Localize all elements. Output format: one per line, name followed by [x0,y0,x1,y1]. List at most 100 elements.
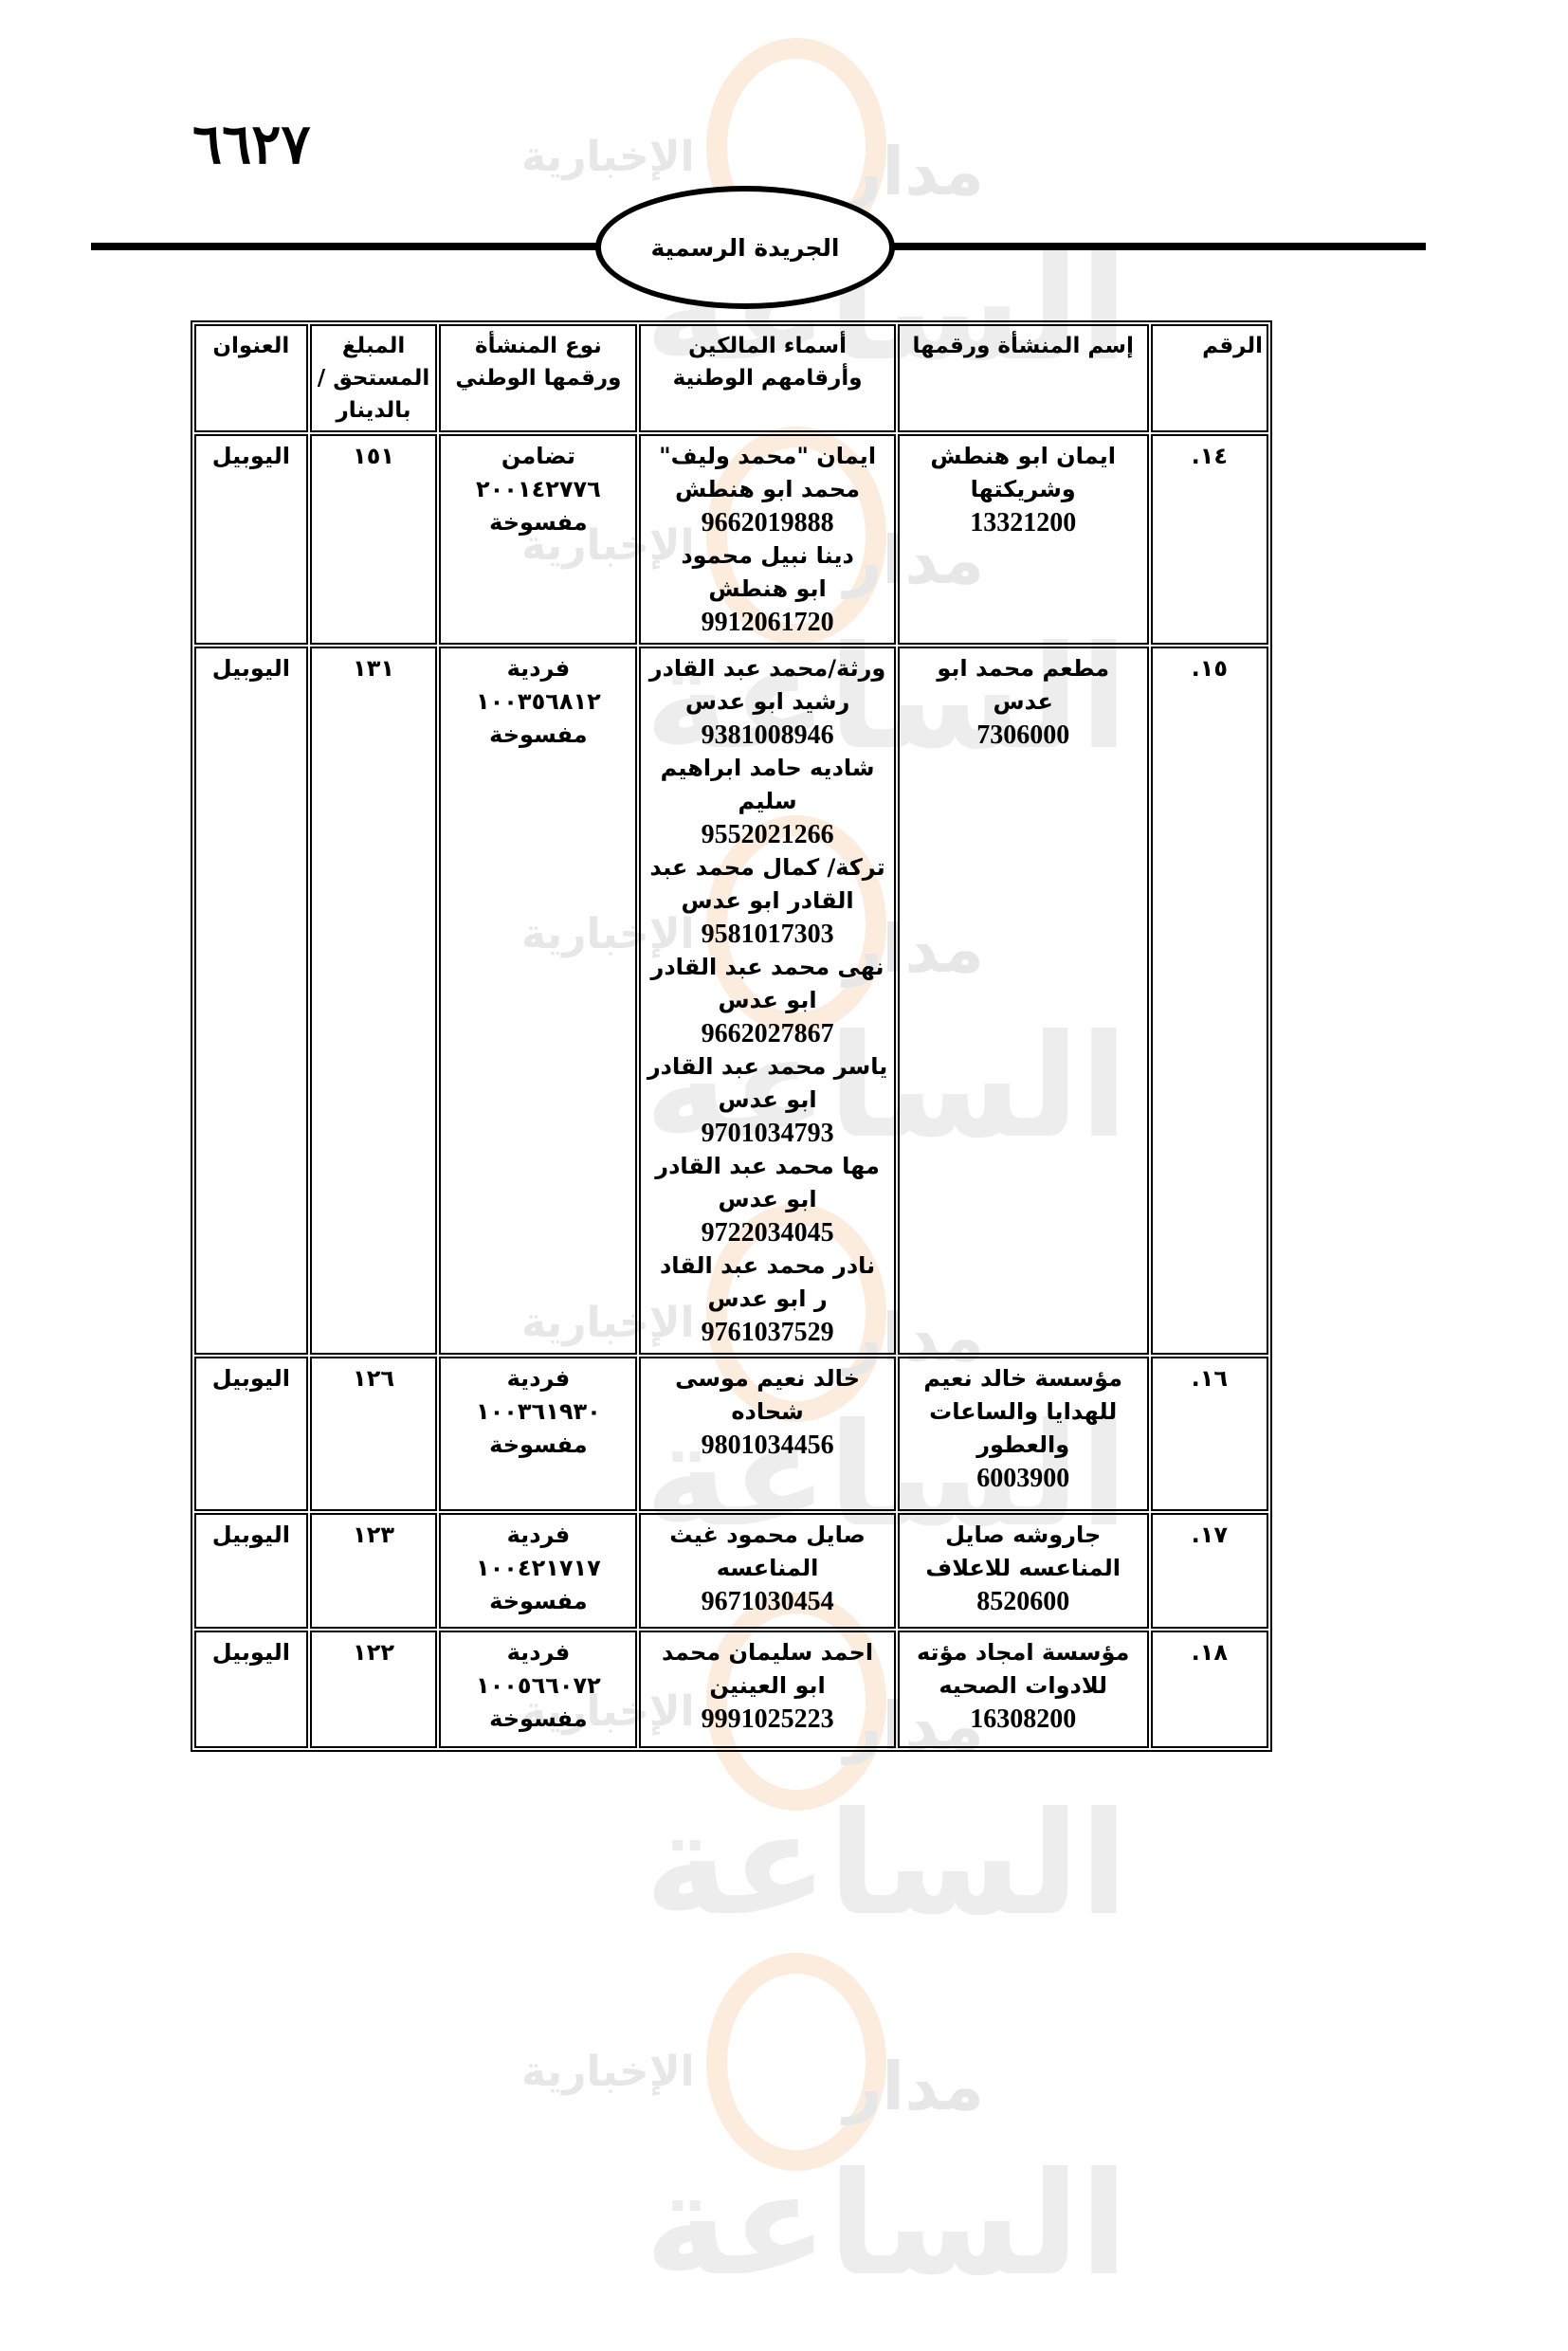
owners: صايل محمود غيث المناعسه 9671030454 [639,1513,896,1629]
owners-line: 9381008946 [701,720,834,750]
owners-line: ابو عدس [718,1186,817,1212]
table-row: ١٨. مؤسسة امجاد مؤته للادوات الصحيه 1630820… [194,1631,1268,1748]
establishment-type-line: مفسوخة [489,1705,588,1732]
establishment-name-line: المناعسه للاعلاف [925,1555,1121,1581]
establishment-type-line: تضامن [501,443,575,469]
owners-line: ياسر محمد عبد القادر [647,1053,888,1080]
header-owners: أسماء المالكين وأرقامهم الوطنية [639,324,896,432]
establishment-type-line: ٢٠٠١٤٢٧٧٦ [475,476,601,502]
establishment-type: فردية ١٠٠٤٢١٧١٧ مفسوخة [439,1513,638,1629]
owners-line: ابو العينين [709,1672,826,1699]
owners-line: 9581017303 [701,920,834,949]
establishment-type-line: فردية [506,655,571,682]
owners-line: 9671030454 [701,1587,834,1616]
row-number: ١٤. [1150,434,1268,645]
establishment-name-line: مطعم محمد ابو عدس [937,655,1110,715]
establishment-name: ايمان ابو هنطش وشريكتها 13321200 [897,434,1149,645]
owners: ورثة/محمد عبد القادر رشيد ابو عدس 93810089… [639,647,896,1355]
establishment-name: جاروشه صايل المناعسه للاعلاف 8520600 [897,1513,1149,1629]
owners-line: ورثة/محمد عبد القادر [648,655,886,682]
establishment-name-line: 6003900 [976,1464,1070,1493]
establishment-name-line: ايمان ابو هنطش [930,443,1116,469]
establishment-name: مؤسسة امجاد مؤته للادوات الصحيه 16308200 [897,1631,1149,1748]
watermark: الإخبارية مدار الساعة [521,1953,1128,2351]
address: اليوبيل [194,1513,308,1629]
header-name: إسم المنشأة ورقمها [897,324,1149,432]
establishment-name-line: مؤسسة امجاد مؤته [917,1639,1130,1666]
owners-line: 9912061720 [701,608,834,637]
establishment-type: فردية ١٠٠٣٥٦٨١٢ مفسوخة [439,647,638,1355]
establishment-name-line: للهدايا والساعات [929,1398,1118,1425]
owners-line: احمد سليمان محمد [662,1639,874,1666]
establishment-type-line: فردية [506,1365,571,1392]
establishment-name-line: 8520600 [976,1587,1070,1616]
establishment-type: تضامن ٢٠٠١٤٢٧٧٦ مفسوخة [439,434,638,645]
table-row: ١٧. جاروشه صايل المناعسه للاعلاف 8520600 صاي… [194,1513,1268,1629]
gazette-title: الجريدة الرسمية [595,186,895,309]
establishment-name-line: 13321200 [970,508,1077,538]
establishment-name-line: 16308200 [970,1704,1077,1734]
owners-line: المناعسه [716,1555,819,1581]
owners-line: 9722034045 [701,1218,834,1248]
owners-line: 9662027867 [701,1019,834,1048]
header-type: نوع المنشأة ورقمها الوطني [439,324,638,432]
establishment-name: مطعم محمد ابو عدس 7306000 [897,647,1149,1355]
owners-line: 9662019888 [701,508,834,538]
amount-due: ١٢٣ [309,1513,438,1629]
owners-line: ابو هنطش [708,575,827,602]
establishment-type-line: ١٠٠٥٦٦٠٧٢ [475,1672,601,1699]
amount-due: ١٥١ [309,434,438,645]
establishment-name-line: والعطور [976,1431,1070,1458]
owners-line: محمد ابو هنطش [675,476,860,502]
owners-line: شاديه حامد ابراهيم سليم [660,755,875,814]
owners: خالد نعيم موسى شحاده 9801034456 [639,1357,896,1511]
header-amount: المبلغ المستحق /بالدينار [309,324,438,432]
establishment-type-line: ١٠٠٣٥٦٨١٢ [475,688,601,715]
owners: ايمان "محمد وليف" محمد ابو هنطش 9662019888… [639,434,896,645]
owners: احمد سليمان محمد ابو العينين 9991025223 [639,1631,896,1748]
owners-line: مها محمد عبد القادر [655,1153,880,1179]
owners-line: تركة/ كمال محمد عبد [649,854,885,881]
owners-line: ايمان "محمد وليف" [659,443,877,469]
amount-due: ١٢٦ [309,1357,438,1511]
table-row: ١٤. ايمان ابو هنطش وشريكتها 13321200 ايمان "… [194,434,1268,645]
establishment-type: فردية ١٠٠٣٦١٩٣٠ مفسوخة [439,1357,638,1511]
owners-line: دينا نبيل محمود [681,542,854,569]
owners-line: القادر ابو عدس [681,887,854,914]
table-row: ١٦. مؤسسة خالد نعيم للهدايا والساعات والعطو… [194,1357,1268,1511]
owners-line: رشيد ابو عدس [684,688,850,715]
establishment-name: مؤسسة خالد نعيم للهدايا والساعات والعطور 60… [897,1357,1149,1511]
establishment-type: فردية ١٠٠٥٦٦٠٧٢ مفسوخة [439,1631,638,1748]
establishment-name-line: جاروشه صايل [945,1522,1102,1548]
establishment-name-line: 7306000 [976,720,1070,750]
owners-line: 9761037529 [701,1318,834,1347]
owners-line: نهى محمد عبد القادر [650,954,884,980]
owners-line: نادر محمد عبد القاد [659,1252,876,1279]
address: اليوبيل [194,1357,308,1511]
establishment-type-line: فردية [506,1639,571,1666]
page-number: ٦٦٢٧ [192,112,311,176]
row-number: ١٨. [1150,1631,1268,1748]
establishment-name-line: وشريكتها [970,476,1076,502]
establishment-type-line: ١٠٠٤٢١٧١٧ [475,1555,601,1581]
address: اليوبيل [194,1631,308,1748]
establishment-type-line: ١٠٠٣٦١٩٣٠ [475,1398,601,1425]
owners-line: 9552021266 [701,820,834,849]
row-number: ١٦. [1150,1357,1268,1511]
table-row: ١٥. مطعم محمد ابو عدس 7306000 ورثة/محمد عبد… [194,647,1268,1355]
establishment-name-line: مؤسسة خالد نعيم [923,1365,1122,1392]
owners-line: 9701034793 [701,1119,834,1148]
header-address: العنوان [194,324,308,432]
amount-due: ١٢٢ [309,1631,438,1748]
establishment-name-line: للادوات الصحيه [939,1672,1108,1699]
establishments-table: الرقم إسم المنشأة ورقمها أسماء المالكين … [191,320,1272,1752]
address: اليوبيل [194,434,308,645]
establishment-type-line: مفسوخة [489,1588,588,1614]
owners-line: ابو عدس [718,987,817,1013]
table-header: الرقم إسم المنشأة ورقمها أسماء المالكين … [194,324,1268,432]
owners-line: 9801034456 [701,1431,834,1460]
establishment-type-line: فردية [506,1522,571,1548]
owners-line: 9991025223 [701,1704,834,1734]
owners-line: صايل محمود غيث [669,1522,866,1548]
establishment-type-line: مفسوخة [489,509,588,536]
